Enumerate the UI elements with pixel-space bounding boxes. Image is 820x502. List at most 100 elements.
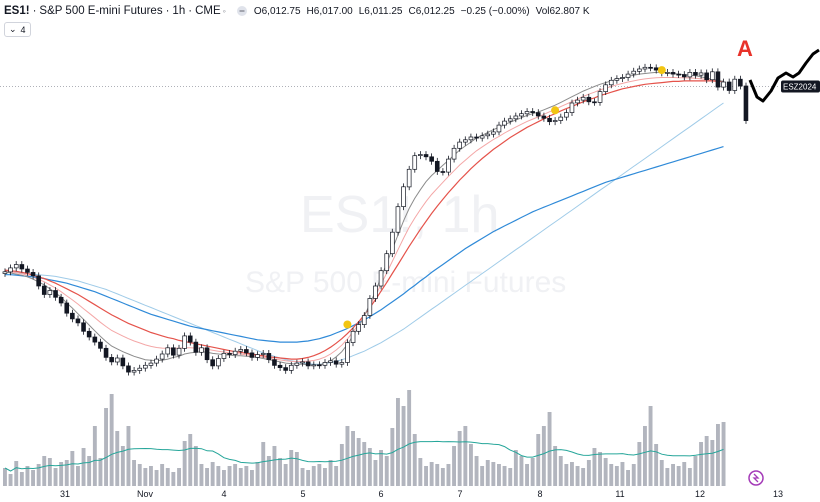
volume-bar: [8, 474, 13, 486]
candle-up: [569, 102, 575, 113]
candle-down: [317, 364, 322, 367]
candle-down: [670, 72, 676, 75]
volume-bar: [149, 466, 153, 486]
candle-up: [390, 231, 395, 255]
candle-up: [406, 168, 412, 188]
volume-bar: [132, 460, 136, 486]
market-status-icon[interactable]: ◦: [222, 6, 226, 16]
volume-bar: [255, 462, 260, 486]
candle-up: [496, 124, 502, 133]
candle-down: [92, 336, 98, 343]
candle-up: [575, 99, 580, 104]
candle-down: [109, 357, 114, 363]
volume-bar: [53, 468, 58, 486]
volume-bar: [238, 468, 243, 486]
candle-up: [361, 315, 367, 325]
volume-bar: [699, 442, 703, 486]
volume-bar: [81, 448, 86, 486]
candle-down: [86, 330, 92, 338]
candle-down: [277, 364, 283, 368]
volume-bar: [452, 446, 456, 486]
chart-legend: ES1! · S&P 500 E-mini Futures · 1h · CME…: [4, 3, 590, 19]
interval[interactable]: 1h: [172, 5, 186, 17]
candle-up: [614, 78, 620, 81]
volume-bar: [351, 431, 355, 486]
volume-bar: [547, 412, 552, 486]
candle-down: [704, 72, 709, 81]
volume-bar: [115, 431, 120, 486]
volume-bar: [311, 466, 316, 486]
volume-bar: [553, 446, 558, 486]
volume-bar: [581, 468, 586, 486]
volume-bar: [716, 424, 720, 486]
candle-down: [227, 353, 232, 355]
candle-down: [53, 290, 58, 298]
volume-bar: [659, 460, 664, 486]
candle-up: [384, 253, 390, 272]
symbol[interactable]: ES1!: [4, 5, 30, 17]
volume-bar: [429, 462, 434, 486]
volume-bar: [626, 470, 630, 486]
candle-down: [333, 360, 339, 365]
volume-bar: [294, 452, 299, 486]
bolt-icon: [752, 473, 760, 483]
volume-bar: [306, 470, 311, 486]
candle-up: [463, 139, 468, 143]
candle-up: [608, 79, 614, 86]
volume-bar: [609, 464, 614, 486]
volume-bar: [64, 460, 69, 486]
candle-down: [648, 66, 653, 69]
tradingview-logo[interactable]: [748, 470, 764, 486]
volume-bar: [233, 464, 238, 486]
candle-up: [597, 91, 603, 103]
volume-bar: [323, 468, 327, 486]
ohlc-values: O6,012.75 H6,017.00 L6,011.25 C6,012.25 …: [254, 6, 590, 17]
candle-down: [440, 171, 446, 173]
candle-down: [249, 352, 255, 358]
candle-up: [2, 271, 8, 274]
event-marker: [657, 66, 666, 75]
volume-bar: [47, 458, 52, 486]
candle-up: [524, 111, 530, 115]
candle-down: [429, 156, 434, 162]
x-tick-label: 7: [457, 489, 462, 499]
candle-up: [199, 347, 204, 353]
volume-bar: [87, 456, 92, 486]
volume-bar: [676, 466, 681, 486]
candle-up: [216, 358, 221, 367]
price-tag[interactable]: ESZ2024: [781, 80, 820, 93]
candle-down: [210, 359, 215, 367]
volume-bar: [586, 460, 591, 486]
candle-up: [625, 73, 631, 78]
volume-bar: [637, 442, 642, 486]
indicator-toggle-button[interactable]: ⌄ 4: [4, 22, 31, 37]
volume-bar: [266, 456, 271, 486]
candle-up: [232, 350, 238, 355]
candle-down: [58, 296, 64, 304]
candle-down: [171, 347, 176, 356]
candle-down: [266, 353, 272, 360]
volume-bar: [592, 448, 597, 486]
volume-bar: [356, 438, 361, 486]
candle-down: [193, 341, 199, 353]
volume-bar: [160, 464, 165, 486]
candle-up: [418, 154, 423, 156]
ma-lightblue-line: [5, 102, 724, 365]
candle-down: [653, 67, 659, 71]
volume-bar: [682, 462, 687, 486]
volume-bar: [435, 464, 440, 486]
candle-up: [260, 353, 266, 355]
candle-down: [726, 81, 732, 91]
candle-up: [642, 66, 648, 70]
volume-bar: [19, 472, 24, 486]
eye-icon[interactable]: [236, 6, 248, 16]
candle-up: [339, 362, 345, 365]
volume-bar: [210, 462, 215, 486]
x-tick-label: 31: [60, 489, 70, 499]
volume-bar: [143, 468, 148, 486]
candle-down: [541, 115, 547, 119]
volume-bar: [474, 456, 479, 486]
volume-bar: [418, 458, 423, 486]
volume-bar: [3, 468, 7, 486]
